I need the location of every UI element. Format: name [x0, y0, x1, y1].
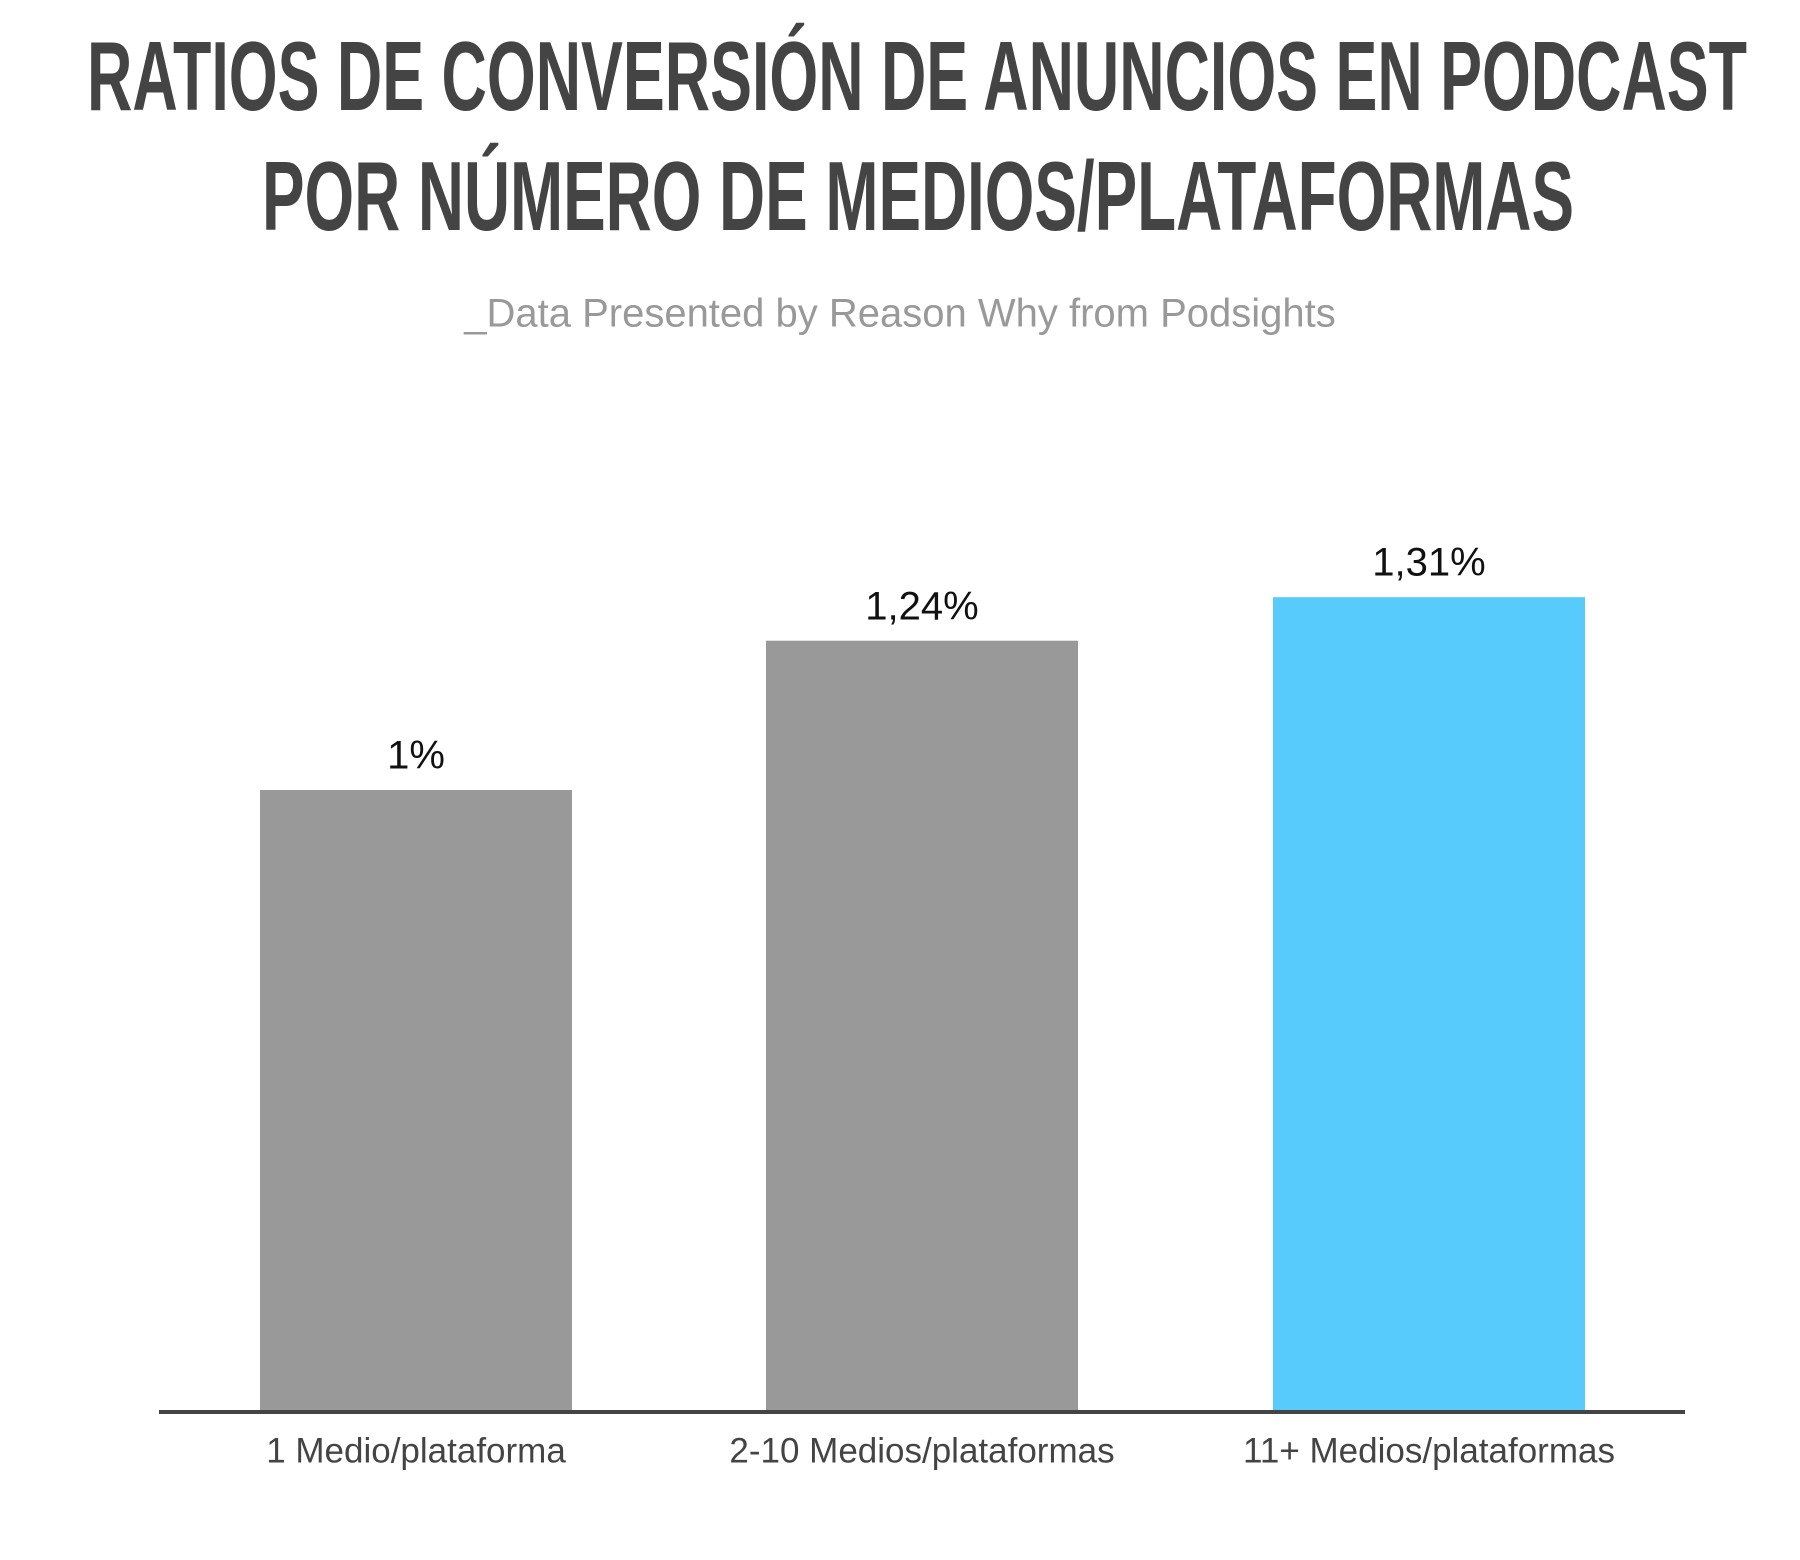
- chart-subtitle: _Data Presented by Reason Why from Podsi…: [463, 292, 1336, 336]
- value-label: 1,31%: [1372, 541, 1485, 585]
- bar: [1273, 597, 1585, 1410]
- bar: [260, 790, 572, 1410]
- x-tick-label: 11+ Medios/plataformas: [1243, 1431, 1615, 1470]
- value-label: 1%: [387, 734, 445, 778]
- chart-title: RATIOS DE CONVERSIÓN DE ANUNCIOS EN PODC…: [87, 21, 1747, 131]
- bar: [766, 640, 1078, 1410]
- x-tick-label: 1 Medio/plataforma: [266, 1431, 566, 1470]
- chart-title: POR NÚMERO DE MEDIOS/PLATAFORMAS: [262, 141, 1574, 251]
- x-tick-label: 2-10 Medios/plataformas: [729, 1431, 1114, 1470]
- value-label: 1,24%: [865, 584, 978, 628]
